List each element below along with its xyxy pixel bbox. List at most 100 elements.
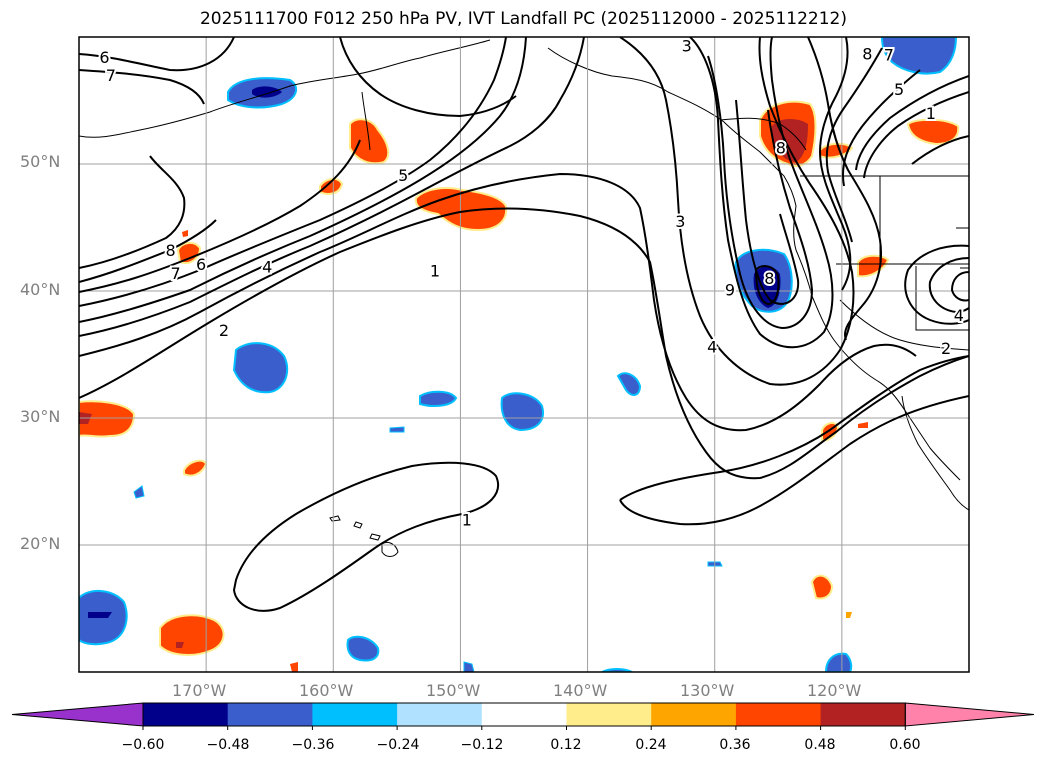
lon-label-170w: 170°W xyxy=(172,681,227,700)
positive-blob xyxy=(810,574,834,600)
negative-core xyxy=(252,86,282,98)
contour-ridge xyxy=(855,75,969,171)
colorbar-segment xyxy=(566,703,652,726)
contour-label: 2 xyxy=(941,339,951,358)
positive-blob xyxy=(858,422,868,428)
colorbar-label: −0.60 xyxy=(121,737,165,753)
contour-4 xyxy=(79,37,527,323)
negative-blob xyxy=(419,390,458,407)
contour-label: 4 xyxy=(954,306,964,325)
positive-blob xyxy=(79,400,136,438)
positive-blob xyxy=(857,254,890,278)
contour-label: 5 xyxy=(398,166,408,185)
contour-east xyxy=(928,257,969,314)
contour-east xyxy=(904,244,969,325)
negative-core xyxy=(88,612,112,618)
contour-2 xyxy=(79,172,917,432)
colorbar-label: 0.24 xyxy=(635,737,667,753)
positive-blob xyxy=(176,242,202,264)
colorbar-label: −0.48 xyxy=(206,737,250,753)
contour-label: 2 xyxy=(219,321,229,340)
lon-label-130w: 130°W xyxy=(680,681,735,700)
contour-1-closed xyxy=(232,461,499,612)
positive-blob xyxy=(846,612,852,618)
colorbar-segment xyxy=(143,703,229,726)
lon-label-150w: 150°W xyxy=(426,681,481,700)
colorbar-segment xyxy=(312,703,398,726)
lon-label-160w: 160°W xyxy=(299,681,354,700)
contour-ridge xyxy=(842,69,921,187)
colorbar-label: 0.60 xyxy=(889,737,921,753)
contour-trough xyxy=(735,99,800,305)
contour-1 xyxy=(79,207,969,480)
colorbar-segment xyxy=(820,703,906,726)
colorbar-under-extension xyxy=(11,702,144,727)
contour-7 xyxy=(79,219,217,283)
colorbar-label: −0.24 xyxy=(376,737,420,753)
coastlines xyxy=(79,39,969,511)
hawaii-islands xyxy=(329,515,399,557)
contour-trough xyxy=(707,55,814,330)
contour-3 xyxy=(79,37,585,337)
contour-label: 1 xyxy=(926,104,936,123)
negative-blob xyxy=(346,635,380,662)
positive-blob xyxy=(906,118,960,146)
contour-label: 7 xyxy=(106,66,116,85)
lat-label-20n: 20°N xyxy=(20,534,61,553)
contour-label: 8 xyxy=(165,241,175,260)
contour-trough xyxy=(754,265,780,306)
lat-label-30n: 30°N xyxy=(20,407,61,426)
pc-shading xyxy=(79,37,960,672)
contour-label: 4 xyxy=(262,258,272,277)
map-title: 2025111700 F012 250 hPa PV, IVT Landfall… xyxy=(199,9,847,29)
contour-sw xyxy=(619,395,969,526)
contour-6 xyxy=(79,139,361,293)
contour-ridge xyxy=(818,37,852,291)
contour-label: 6 xyxy=(99,48,109,67)
contour-sw xyxy=(619,355,969,501)
colorbar-segment xyxy=(227,703,313,726)
contour-trough xyxy=(619,37,855,386)
gridlines xyxy=(79,37,969,672)
negative-blob xyxy=(389,426,405,433)
contour-label: 7 xyxy=(884,46,894,65)
negative-blob xyxy=(463,661,475,672)
colorbar-segment xyxy=(481,703,567,726)
contour-label: 9 xyxy=(725,281,735,300)
contour-label: 6 xyxy=(196,255,206,274)
colorbar-label: 0.36 xyxy=(719,737,751,753)
contour-label: 3 xyxy=(682,37,692,56)
contour-ridge xyxy=(825,47,883,243)
negative-blob xyxy=(616,372,642,396)
negative-blob xyxy=(232,342,289,394)
colorbar-segment xyxy=(397,703,483,726)
contour-label: 1 xyxy=(462,510,472,529)
contour-label: 1 xyxy=(430,261,440,280)
colorbar-label: 0.48 xyxy=(804,737,836,753)
contour-trough xyxy=(689,37,834,349)
lat-label-40n: 40°N xyxy=(20,280,61,299)
colorbar-label: 0.12 xyxy=(550,737,582,753)
contour-label: 8 xyxy=(776,138,786,157)
contour-ridge xyxy=(807,37,882,341)
ivt-contours xyxy=(79,37,969,612)
negative-blob xyxy=(824,652,853,672)
lon-label-120w: 120°W xyxy=(807,681,862,700)
negative-blob xyxy=(500,392,544,432)
contour-ridge xyxy=(911,135,969,165)
contour-top2 xyxy=(79,69,205,105)
lat-label-50n: 50°N xyxy=(20,152,61,171)
colorbar-label: −0.36 xyxy=(291,737,335,753)
contour-5 xyxy=(79,37,507,307)
colorbar-segment xyxy=(651,703,737,726)
contour-label: 5 xyxy=(894,80,904,99)
contour-ridge xyxy=(863,91,969,179)
contour-label: 4 xyxy=(707,338,717,357)
positive-blob xyxy=(183,459,208,477)
lon-label-140w: 140°W xyxy=(553,681,608,700)
positive-blob xyxy=(182,230,188,237)
colorbar-frame xyxy=(142,702,906,727)
positive-blob xyxy=(414,187,508,232)
